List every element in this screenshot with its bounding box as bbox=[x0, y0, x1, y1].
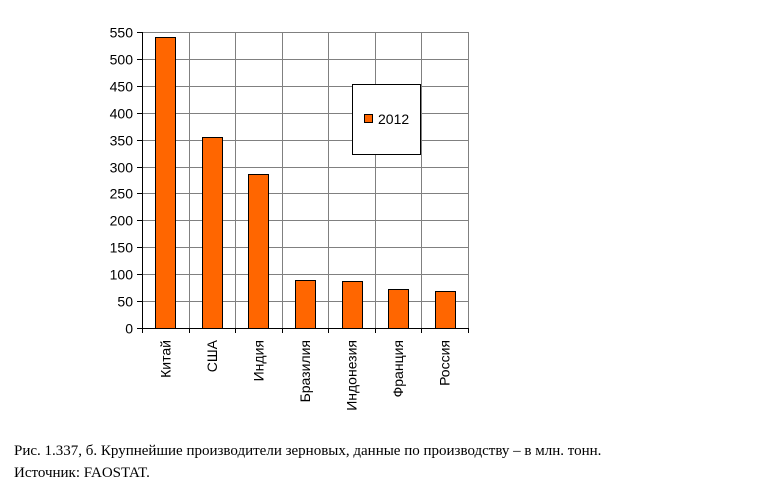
y-tick-label: 50 bbox=[117, 294, 133, 310]
bar-4 bbox=[342, 281, 363, 329]
y-tick-label: 0 bbox=[125, 321, 133, 337]
y-tick-label: 250 bbox=[110, 186, 134, 202]
x-tick-label: Россия bbox=[437, 340, 453, 386]
bar-5 bbox=[388, 289, 409, 329]
figure-caption: Рис. 1.337, б. Крупнейшие производители … bbox=[14, 440, 774, 484]
y-tick-label: 350 bbox=[110, 133, 134, 149]
y-tick-label: 450 bbox=[110, 79, 134, 95]
y-tick-label: 400 bbox=[110, 106, 134, 122]
x-tick-labels: Китай США Индия Бразилия Индонезия Франция Рос… bbox=[157, 339, 452, 410]
x-tick-label: Китай bbox=[157, 340, 173, 378]
x-tick-label: Франция bbox=[390, 340, 406, 397]
y-tick-label: 200 bbox=[110, 213, 134, 229]
y-tick-label: 500 bbox=[110, 52, 134, 68]
bar-3 bbox=[295, 280, 316, 329]
x-tick-label: Индонезия bbox=[344, 340, 360, 411]
axis-layer bbox=[137, 32, 469, 333]
caption-line-2: Источник: FAOSTAT. bbox=[14, 465, 150, 481]
legend: 2012 bbox=[352, 84, 421, 155]
legend-box bbox=[352, 84, 421, 155]
legend-label-2012: 2012 bbox=[378, 111, 409, 127]
x-tick-label: США bbox=[204, 339, 220, 372]
bar-2 bbox=[248, 174, 269, 329]
x-tick-label: Бразилия bbox=[297, 340, 313, 402]
bar-0 bbox=[155, 37, 176, 329]
y-tick-label: 300 bbox=[110, 160, 134, 176]
caption-line-1: Рис. 1.337, б. Крупнейшие производители … bbox=[14, 443, 602, 459]
y-tick-label: 150 bbox=[110, 240, 134, 256]
y-tick-labels: 0 50 100 150 200 250 300 350 400 450 500 550 bbox=[110, 25, 134, 337]
bar-chart: 0 50 100 150 200 250 300 350 400 450 500 550 Китай С… bbox=[110, 25, 469, 411]
bar-6 bbox=[435, 291, 456, 329]
x-tick-label: Индия bbox=[250, 340, 266, 381]
legend-swatch-2012 bbox=[364, 114, 373, 123]
y-tick-label: 100 bbox=[110, 267, 134, 283]
y-tick-label: 550 bbox=[110, 25, 134, 41]
bar-1 bbox=[202, 137, 223, 329]
bars-layer bbox=[155, 37, 456, 329]
grid-layer bbox=[142, 32, 469, 328]
